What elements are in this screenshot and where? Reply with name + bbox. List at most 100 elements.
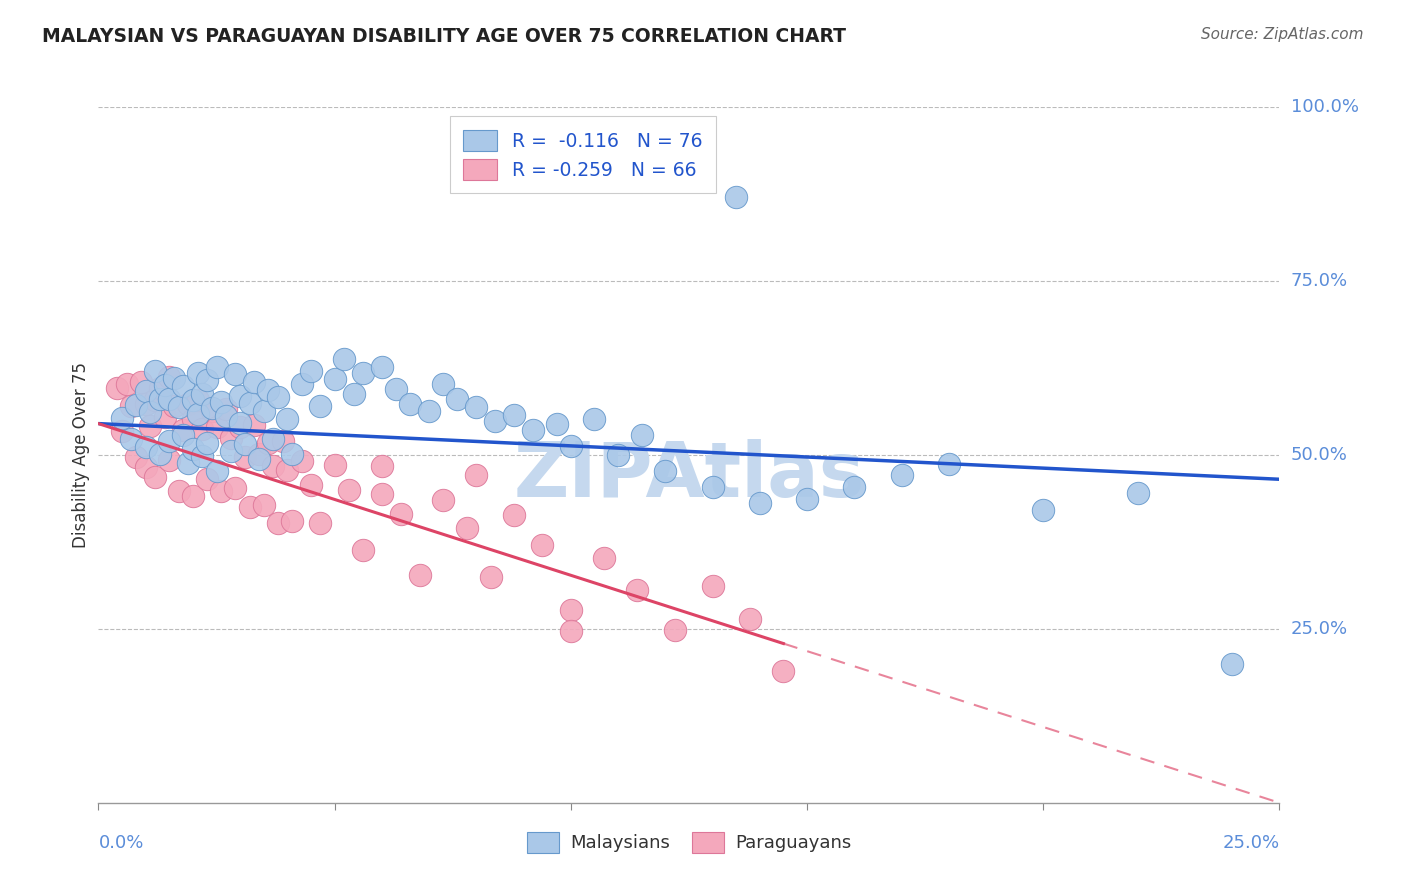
Point <box>267 390 290 404</box>
Point <box>229 388 252 402</box>
Point <box>149 392 172 406</box>
Point <box>299 364 322 378</box>
Point <box>209 394 232 409</box>
Point <box>503 508 526 523</box>
Point <box>187 392 209 407</box>
Point <box>323 458 346 472</box>
Point <box>181 442 204 456</box>
Point <box>157 434 180 448</box>
Point <box>702 480 724 494</box>
Point <box>172 379 194 393</box>
Point <box>167 400 190 414</box>
Point <box>560 624 582 638</box>
Point <box>167 484 190 499</box>
Point <box>253 498 276 512</box>
Point <box>177 456 200 470</box>
Point <box>219 443 242 458</box>
Point <box>385 382 408 396</box>
Point <box>607 448 630 462</box>
Point <box>229 420 252 434</box>
Point <box>215 409 238 423</box>
Point <box>205 419 228 434</box>
Point <box>290 377 312 392</box>
Point <box>546 417 568 432</box>
Point <box>205 464 228 478</box>
Point <box>153 410 176 425</box>
Point <box>191 450 214 464</box>
Point <box>125 450 148 464</box>
Point <box>243 417 266 432</box>
Point <box>143 363 166 377</box>
Point <box>796 491 818 506</box>
Point <box>371 360 394 375</box>
Point <box>257 436 280 450</box>
Point <box>153 378 176 392</box>
Point <box>129 375 152 389</box>
Point <box>105 381 128 395</box>
Point <box>163 371 186 385</box>
Point <box>337 483 360 497</box>
Point <box>135 397 157 411</box>
Point <box>271 434 294 448</box>
Point <box>239 396 262 410</box>
Point <box>121 432 143 446</box>
Point <box>1032 503 1054 517</box>
Point <box>209 483 232 498</box>
Point <box>172 423 194 437</box>
Text: ZIPAtlas: ZIPAtlas <box>513 439 865 513</box>
Point <box>664 623 686 637</box>
Point <box>172 427 194 442</box>
Point <box>479 570 502 584</box>
Point <box>281 447 304 461</box>
Point <box>333 351 356 366</box>
Point <box>352 367 374 381</box>
Text: 100.0%: 100.0% <box>1291 98 1358 116</box>
Point <box>195 435 218 450</box>
Point <box>522 423 544 437</box>
Point <box>399 396 422 410</box>
Point <box>748 496 770 510</box>
Point <box>187 366 209 380</box>
Point <box>135 384 157 398</box>
Point <box>139 419 162 434</box>
Point <box>446 392 468 406</box>
Point <box>157 369 180 384</box>
Point <box>276 463 298 477</box>
Point <box>247 452 270 467</box>
Point <box>111 410 134 425</box>
Text: 0.0%: 0.0% <box>98 834 143 852</box>
Point <box>149 447 172 461</box>
Point <box>143 393 166 408</box>
Point <box>725 190 748 204</box>
Text: 75.0%: 75.0% <box>1291 272 1348 290</box>
Point <box>1126 486 1149 500</box>
Point <box>201 401 224 415</box>
Point <box>181 393 204 408</box>
Point <box>135 459 157 474</box>
Point <box>281 514 304 528</box>
Point <box>560 439 582 453</box>
Point <box>243 376 266 390</box>
Point <box>121 400 143 414</box>
Text: 25.0%: 25.0% <box>1291 620 1348 638</box>
Point <box>342 387 364 401</box>
Point <box>139 405 162 419</box>
Point <box>371 458 394 473</box>
Point <box>257 383 280 397</box>
Point <box>267 516 290 530</box>
Point <box>233 450 256 464</box>
Point <box>465 468 488 483</box>
Point <box>290 454 312 468</box>
Point <box>187 408 209 422</box>
Point <box>938 457 960 471</box>
Point <box>157 453 180 467</box>
Point <box>484 414 506 428</box>
Point <box>465 400 488 414</box>
Point <box>191 386 214 401</box>
Point <box>215 401 238 416</box>
Point <box>772 665 794 679</box>
Point <box>157 392 180 406</box>
Point <box>262 432 284 446</box>
Point <box>195 373 218 387</box>
Point <box>195 472 218 486</box>
